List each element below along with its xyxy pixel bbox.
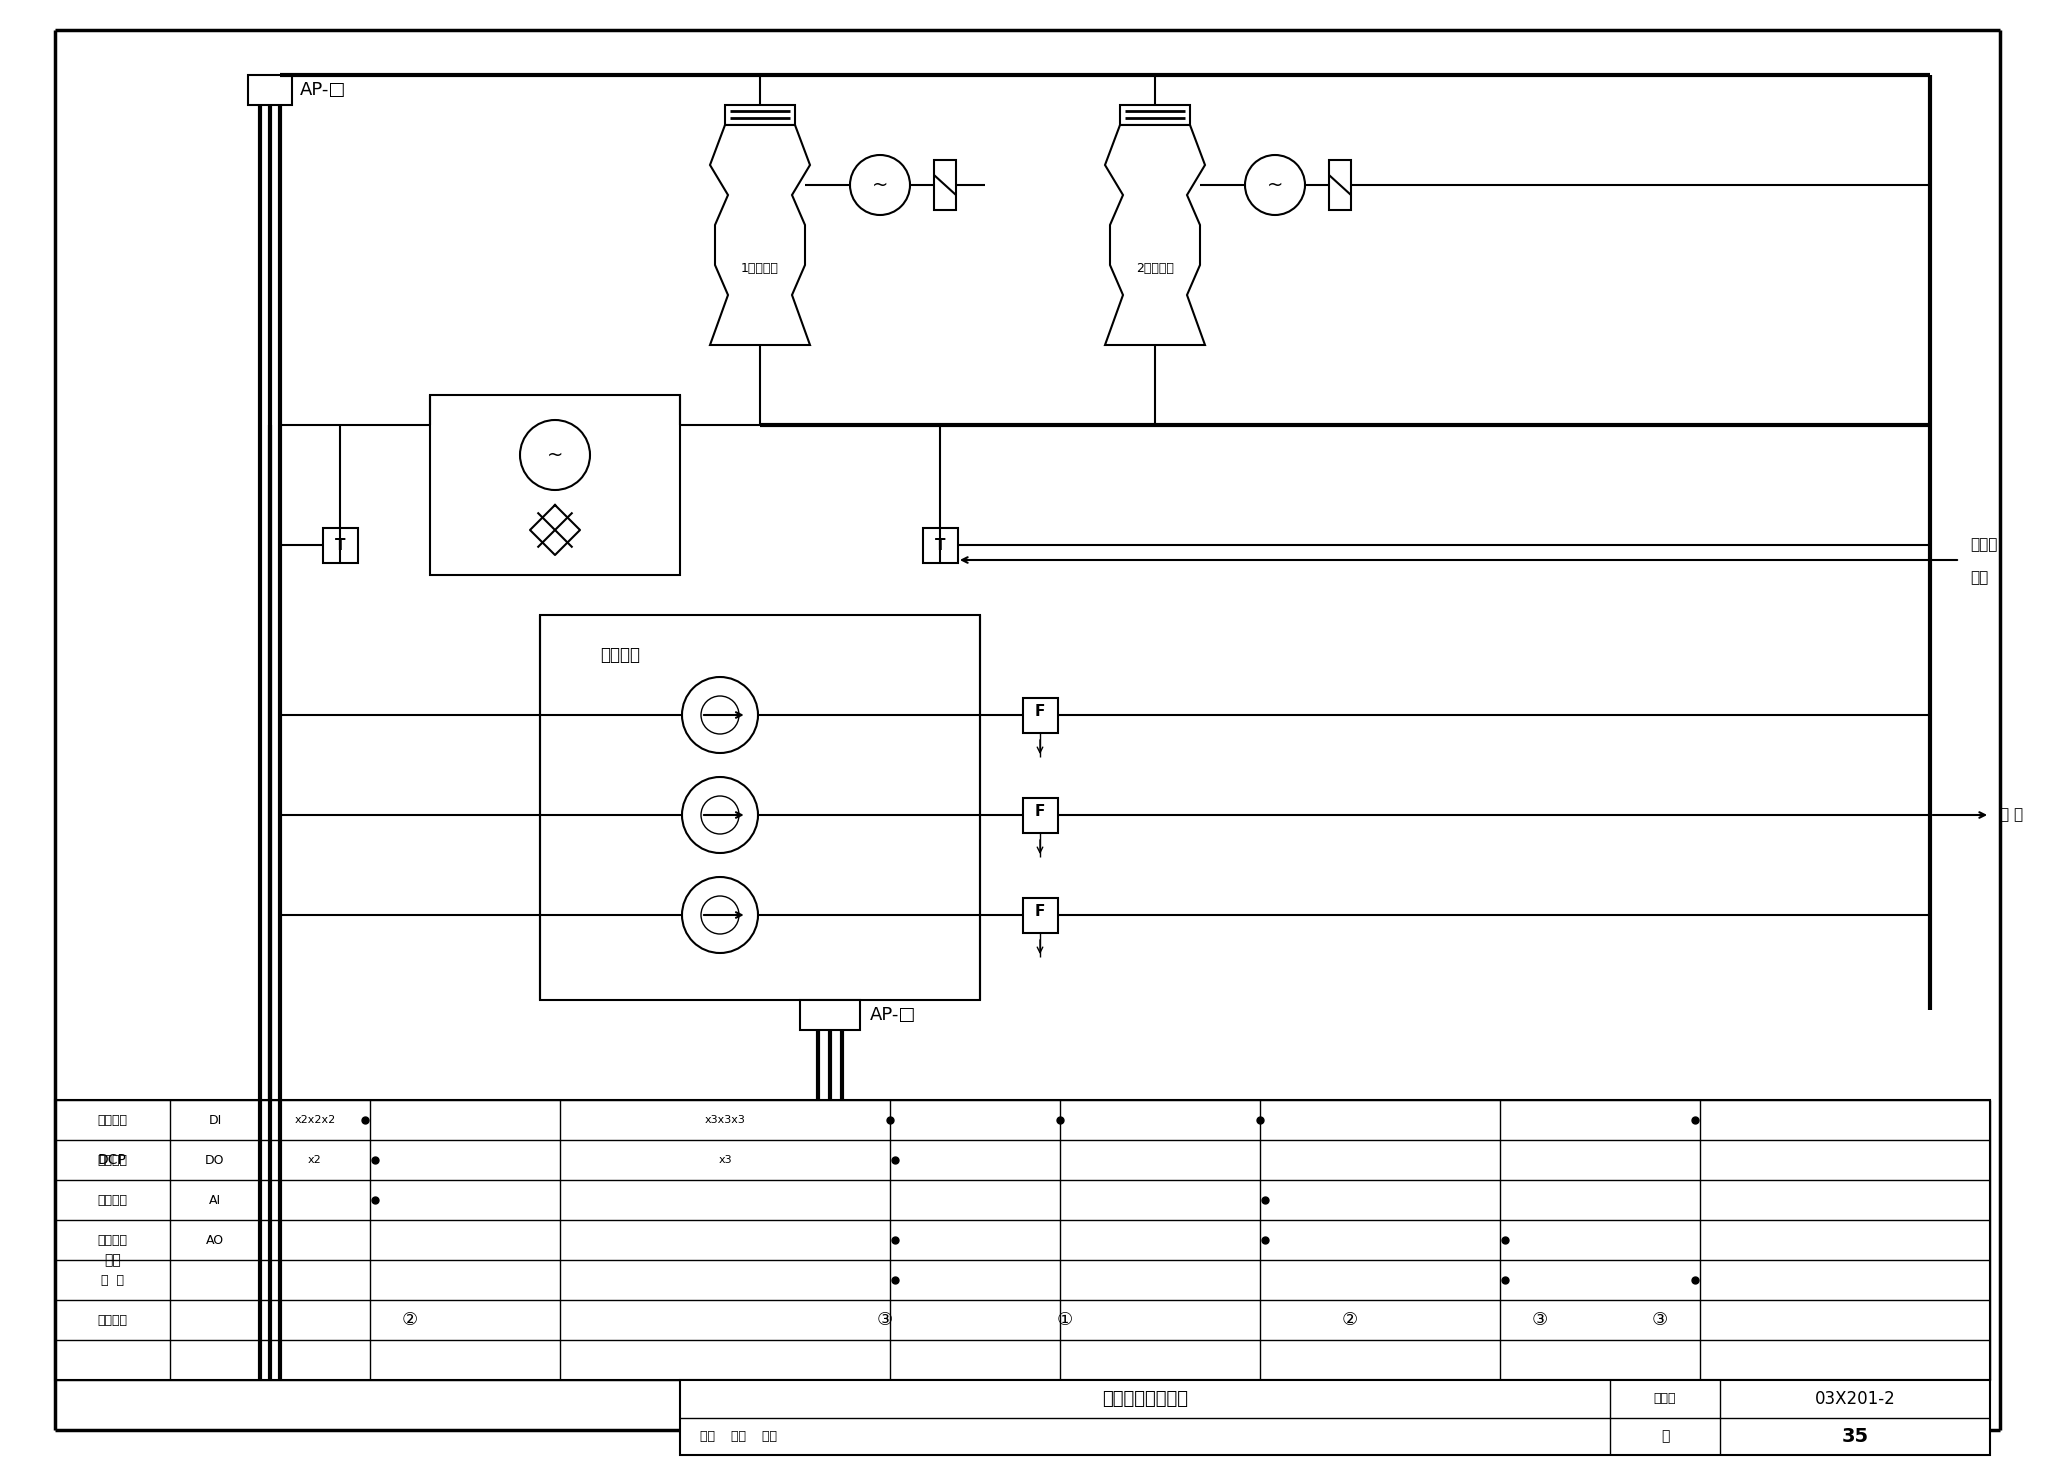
Bar bbox=[801, 1000, 860, 1031]
Bar bbox=[1024, 698, 1059, 733]
Circle shape bbox=[520, 420, 590, 490]
Text: 页: 页 bbox=[1661, 1429, 1669, 1444]
Bar bbox=[55, 1099, 1991, 1381]
Text: ③: ③ bbox=[1532, 1310, 1548, 1329]
Text: 电  源: 电 源 bbox=[100, 1274, 125, 1287]
Text: ~: ~ bbox=[1268, 176, 1284, 195]
Polygon shape bbox=[1106, 124, 1204, 346]
Bar bbox=[725, 105, 795, 124]
Text: ②: ② bbox=[401, 1310, 418, 1329]
Text: 冷却水泵: 冷却水泵 bbox=[600, 646, 639, 665]
Text: 数字输出: 数字输出 bbox=[98, 1154, 127, 1167]
Text: ③: ③ bbox=[877, 1310, 893, 1329]
Circle shape bbox=[700, 896, 739, 934]
Text: F: F bbox=[1034, 905, 1044, 919]
Circle shape bbox=[700, 695, 739, 733]
Circle shape bbox=[682, 877, 758, 953]
Bar bbox=[1024, 897, 1059, 933]
Text: x3x3x3: x3x3x3 bbox=[705, 1116, 745, 1124]
Polygon shape bbox=[711, 124, 811, 346]
Text: ①: ① bbox=[1057, 1310, 1073, 1329]
Circle shape bbox=[682, 676, 758, 752]
Text: x2: x2 bbox=[307, 1155, 322, 1165]
Text: x3: x3 bbox=[719, 1155, 731, 1165]
Text: AO: AO bbox=[207, 1234, 223, 1246]
Bar bbox=[934, 160, 956, 209]
Text: ~: ~ bbox=[547, 445, 563, 464]
Bar bbox=[541, 615, 981, 1000]
Text: ②: ② bbox=[1341, 1310, 1358, 1329]
Text: AP-□: AP-□ bbox=[299, 81, 346, 100]
Text: 03X201-2: 03X201-2 bbox=[1815, 1389, 1894, 1408]
Text: 出水: 出水 bbox=[1970, 571, 1989, 586]
Text: 1号冷却器: 1号冷却器 bbox=[741, 262, 778, 275]
Text: 编号: 编号 bbox=[104, 1253, 121, 1266]
Text: T: T bbox=[934, 537, 946, 552]
Text: 回 水: 回 水 bbox=[2001, 808, 2023, 823]
Text: 元件编号: 元件编号 bbox=[98, 1313, 127, 1326]
Bar bbox=[1024, 798, 1059, 833]
Circle shape bbox=[1245, 155, 1305, 215]
Bar bbox=[324, 529, 358, 564]
Text: 冷却水系统监控图: 冷却水系统监控图 bbox=[1102, 1389, 1188, 1408]
Bar bbox=[248, 75, 293, 105]
Text: F: F bbox=[1034, 805, 1044, 820]
Text: ~: ~ bbox=[872, 176, 889, 195]
Text: 模拟输入: 模拟输入 bbox=[98, 1193, 127, 1206]
Bar bbox=[680, 1381, 1991, 1455]
Circle shape bbox=[850, 155, 909, 215]
Text: 冷却水: 冷却水 bbox=[1970, 537, 1997, 552]
Bar bbox=[1120, 105, 1190, 124]
Text: AI: AI bbox=[209, 1193, 221, 1206]
Text: T: T bbox=[334, 537, 346, 552]
Circle shape bbox=[700, 796, 739, 834]
Text: 审核    校对    设计: 审核 校对 设计 bbox=[700, 1430, 776, 1442]
Text: 2号冷却器: 2号冷却器 bbox=[1137, 262, 1174, 275]
Text: DI: DI bbox=[209, 1114, 221, 1126]
Bar bbox=[924, 529, 958, 564]
Text: 模拟输出: 模拟输出 bbox=[98, 1234, 127, 1246]
Text: 35: 35 bbox=[1841, 1427, 1868, 1446]
Circle shape bbox=[682, 777, 758, 854]
Bar bbox=[430, 395, 680, 575]
Text: AP-□: AP-□ bbox=[870, 1006, 915, 1023]
Bar bbox=[1329, 160, 1352, 209]
Text: 数字输入: 数字输入 bbox=[98, 1114, 127, 1126]
Text: ③: ③ bbox=[1653, 1310, 1667, 1329]
Text: DO: DO bbox=[205, 1154, 225, 1167]
Text: F: F bbox=[1034, 704, 1044, 719]
Text: DCP: DCP bbox=[98, 1154, 127, 1167]
Text: x2x2x2: x2x2x2 bbox=[295, 1116, 336, 1124]
Text: 图集号: 图集号 bbox=[1653, 1392, 1675, 1405]
